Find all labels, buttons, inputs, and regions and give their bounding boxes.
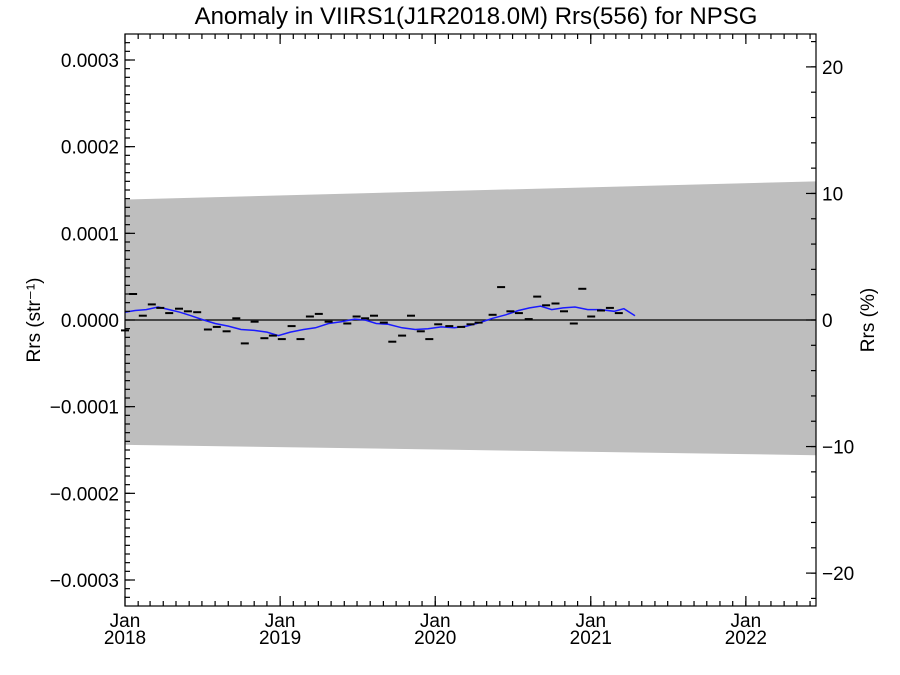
x-tick-month: Jan [110,611,141,632]
anomaly-marker [474,321,483,324]
anomaly-marker [361,317,370,320]
right-tick-label: −10 [822,438,854,459]
anomaly-marker [175,307,183,310]
anomaly-marker [138,314,147,317]
anomaly-marker [147,303,156,306]
anomaly-marker [445,325,454,328]
anomaly-marker [277,338,286,341]
x-tick-month: Jan [420,611,451,632]
anomaly-marker [560,310,568,313]
anomaly-marker [352,315,361,318]
anomaly-marker [569,322,578,325]
anomaly-marker [287,325,296,328]
anomaly-marker [232,317,241,320]
anomaly-marker [222,330,231,333]
x-tick-month: Jan [265,611,296,632]
left-tick-label: 0.0001 [61,224,119,245]
anomaly-marker [193,311,202,314]
anomaly-marker [379,321,388,324]
anomaly-marker [614,312,623,315]
right-tick-label: −20 [822,564,854,585]
smoothed-line-layer [124,305,636,337]
anomaly-marker [466,323,475,326]
anomaly-marker [524,318,533,321]
x-tick-year: 2022 [725,628,767,649]
anomaly-marker [203,328,212,331]
right-tick-label: 0 [822,311,833,332]
anomaly-marker [129,293,138,295]
anomaly-marker [488,313,497,316]
anomaly-marker [497,286,506,289]
anomaly-marker [250,320,259,323]
left-axis-label: Rrs (str⁻¹) [24,278,45,363]
left-tick-label: −0.0003 [50,571,119,592]
left-axis: −0.0003 −0.0002 −0.0001 0.0000 0.0001 0.0002 0… [50,42,135,598]
left-tick-label: −0.0001 [50,398,119,419]
x-tick-year: 2020 [414,628,456,649]
anomaly-marker [597,309,605,312]
left-tick-label: −0.0002 [50,484,119,505]
anomaly-marker [314,312,323,315]
anomaly-marker [165,312,174,315]
anomaly-marker [370,314,378,317]
anomaly-marker [514,312,523,315]
anomaly-marker [388,340,397,343]
anomaly-marker [240,342,249,345]
uncertainty-band-layer [125,181,816,456]
right-tick-label: 10 [822,184,843,205]
left-tick-label: 0.0003 [61,51,119,72]
anomaly-marker [587,315,596,318]
anomaly-marker [398,334,407,337]
left-tick-label: 0.0002 [61,138,119,159]
x-tick-month: Jan [731,611,762,632]
anomaly-marker [605,306,614,309]
anomaly-marker [305,315,314,318]
x-tick-month: Jan [575,611,606,632]
x-tick-year: 2019 [259,628,301,649]
anomaly-marker [578,287,587,290]
anomaly-marker [506,310,515,313]
anomaly-marker [416,330,425,333]
anomaly-marker [407,314,415,317]
anomaly-marker [434,323,443,326]
anomaly-marker [457,325,466,328]
anomaly-marker [296,338,305,341]
anomaly-marker [156,306,165,309]
left-tick-label: 0.0000 [61,311,119,332]
uncertainty-band [125,181,816,456]
smoothed-anomaly-line [124,305,636,337]
anomaly-marker [324,320,333,323]
anomaly-marker [551,302,560,305]
right-axis: −20 −10 0 10 20 [806,40,854,600]
anomaly-marker [542,304,551,307]
anomaly-marker [260,337,269,340]
anomaly-marker [533,295,542,298]
marker-layer [121,286,623,345]
anomaly-marker [343,322,352,325]
anomaly-marker [425,338,434,341]
x-tick-year: 2018 [104,628,146,649]
x-tick-year: 2021 [570,628,612,649]
anomaly-marker [183,310,192,313]
chart-title: Anomaly in VIIRS1(J1R2018.0M) Rrs(556) f… [195,3,758,30]
right-axis-label: Rrs (%) [858,288,879,352]
anomaly-marker [212,325,221,328]
right-tick-label: 20 [822,58,843,79]
anomaly-marker [268,334,277,337]
